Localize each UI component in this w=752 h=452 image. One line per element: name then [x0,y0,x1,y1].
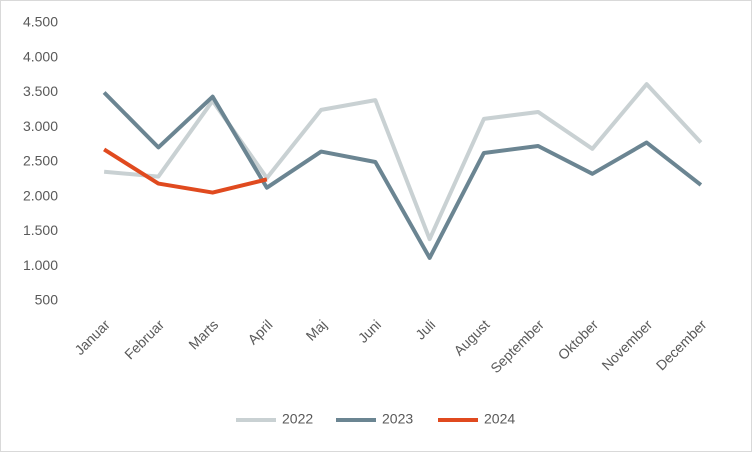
y-tick-label: 2.000 [23,187,58,203]
legend-label: 2022 [282,411,313,427]
series-line [103,82,703,242]
y-tick-label: 1.500 [23,222,58,238]
series-line [102,91,703,260]
y-tick-label: 4.000 [23,48,58,64]
y-tick-label: 500 [35,292,59,308]
y-tick-label: 1.000 [23,257,58,273]
y-tick-label: 4.500 [23,14,58,30]
legend-label: 2024 [484,411,515,427]
y-tick-label: 3.000 [23,118,58,134]
legend-label: 2023 [382,411,413,427]
y-tick-label: 3.500 [23,83,58,99]
y-tick-label: 2.500 [23,153,58,169]
series-line [103,147,268,195]
